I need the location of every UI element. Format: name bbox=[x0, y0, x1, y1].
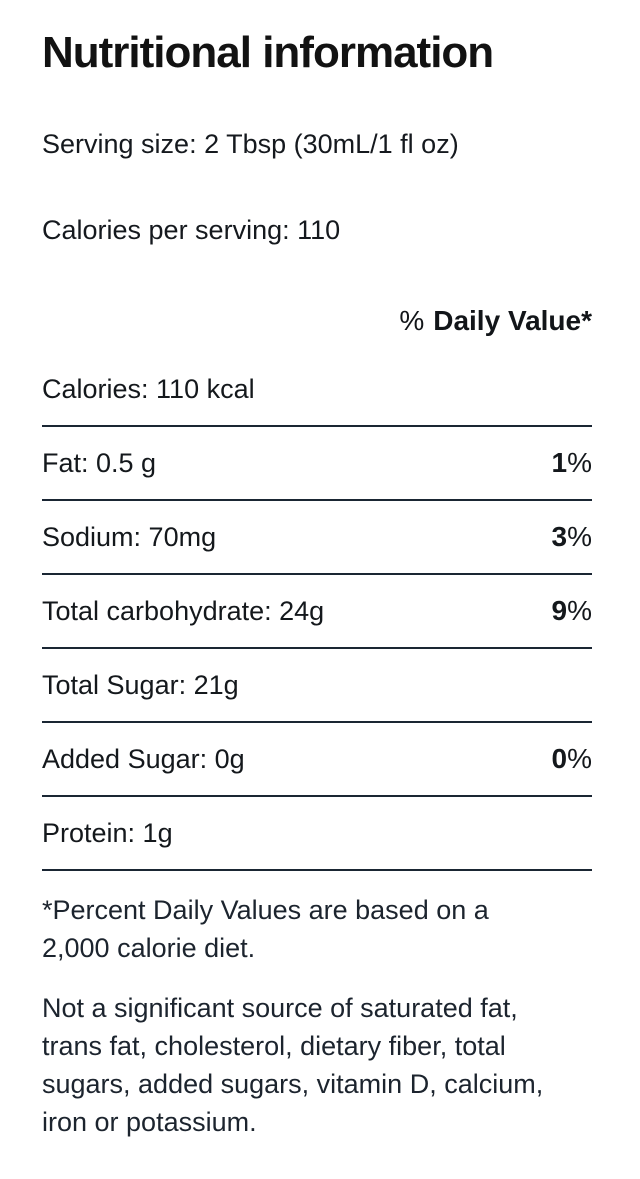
row-label: Calories: 110 kcal bbox=[42, 374, 255, 405]
table-row-added-sugar: Added Sugar: 0g 0% bbox=[42, 723, 592, 798]
table-row-protein: Protein: 1g bbox=[42, 797, 592, 872]
serving-size-text: Serving size: 2 Tbsp (30mL/1 fl oz) bbox=[42, 129, 459, 160]
row-value: 3% bbox=[551, 521, 592, 553]
calories-per-serving-text: Calories per serving: 110 bbox=[42, 215, 341, 246]
daily-value-footnote: *Percent Daily Values are based on a 2,0… bbox=[42, 895, 489, 964]
daily-value-header: % Daily Value* bbox=[42, 302, 592, 340]
row-label: Protein: 1g bbox=[42, 818, 173, 849]
row-value: 9% bbox=[551, 595, 592, 627]
page-title: Nutritional information bbox=[42, 28, 494, 77]
row-value: 1% bbox=[551, 447, 592, 479]
nutrient-table: Calories: 110 kcal Fat: 0.5 g 1% Sodium:… bbox=[42, 353, 592, 872]
table-row-sodium: Sodium: 70mg 3% bbox=[42, 501, 592, 576]
table-row-calories: Calories: 110 kcal bbox=[42, 353, 592, 428]
row-value: 0% bbox=[551, 743, 592, 775]
not-significant-source-footnote: Not a significant source of saturated fa… bbox=[42, 993, 544, 1138]
row-label: Fat: 0.5 g bbox=[42, 448, 157, 479]
daily-value-percent-sign: % bbox=[399, 305, 425, 337]
row-label: Total carbohydrate: 24g bbox=[42, 596, 325, 627]
table-row-total-carbohydrate: Total carbohydrate: 24g 9% bbox=[42, 575, 592, 650]
daily-value-label: Daily Value* bbox=[433, 305, 592, 337]
row-label: Sodium: 70mg bbox=[42, 522, 217, 553]
table-row-total-sugar: Total Sugar: 21g bbox=[42, 649, 592, 724]
row-label: Total Sugar: 21g bbox=[42, 670, 239, 701]
row-label: Added Sugar: 0g bbox=[42, 744, 245, 775]
table-row-fat: Fat: 0.5 g 1% bbox=[42, 427, 592, 502]
